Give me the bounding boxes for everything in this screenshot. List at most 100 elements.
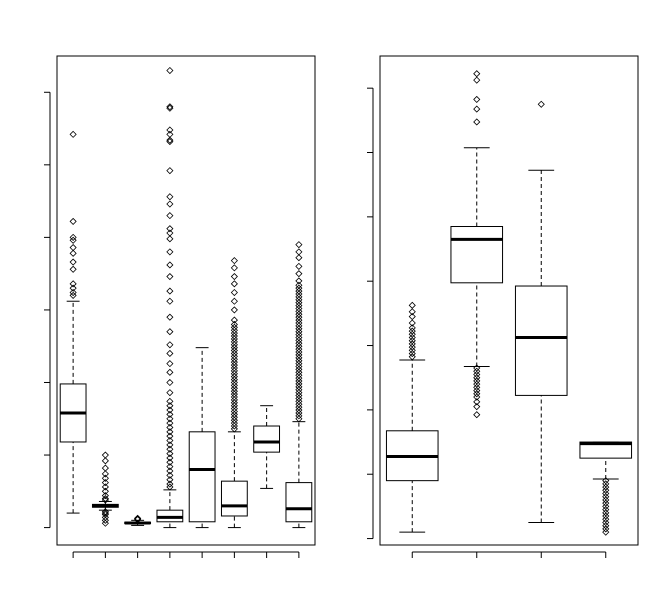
outlier-point bbox=[166, 126, 174, 134]
outlier-point bbox=[295, 368, 303, 376]
outlier-point bbox=[295, 339, 303, 347]
outlier-point bbox=[69, 265, 77, 273]
outlier-point bbox=[166, 261, 174, 269]
outlier-point bbox=[166, 450, 174, 458]
outlier-point bbox=[295, 287, 303, 295]
outlier-point bbox=[230, 257, 238, 265]
outlier-point bbox=[295, 362, 303, 371]
outlier-point bbox=[602, 512, 610, 520]
outlier-point bbox=[295, 365, 303, 373]
outlier-point bbox=[295, 302, 303, 310]
outlier-point bbox=[101, 519, 109, 527]
outlier-point bbox=[230, 288, 238, 297]
outlier-point bbox=[230, 376, 238, 384]
box-no100 bbox=[450, 70, 504, 558]
outlier-point bbox=[69, 258, 77, 266]
outlier-point bbox=[295, 391, 303, 400]
outlier-point bbox=[295, 342, 303, 350]
outlier-point bbox=[295, 336, 303, 344]
outlier-point bbox=[69, 233, 77, 241]
box-bd bbox=[91, 451, 119, 558]
outlier-point bbox=[166, 248, 174, 256]
outlier-point bbox=[101, 487, 109, 495]
outlier-point bbox=[473, 387, 481, 395]
outlier-point bbox=[473, 364, 481, 372]
outlier-point bbox=[230, 413, 238, 421]
outlier-point bbox=[166, 402, 174, 410]
outlier-point bbox=[295, 383, 303, 391]
outlier-point bbox=[295, 328, 303, 336]
outlier-point bbox=[602, 483, 610, 491]
outlier-point bbox=[230, 326, 238, 334]
outlier-point bbox=[537, 100, 545, 108]
outlier-point bbox=[166, 454, 174, 462]
outlier-point bbox=[295, 299, 303, 307]
outlier-point bbox=[473, 398, 481, 406]
outlier-point bbox=[602, 477, 610, 485]
iqr-box bbox=[285, 482, 313, 523]
outlier-point bbox=[166, 368, 174, 376]
outlier-point bbox=[230, 346, 238, 355]
outlier-point bbox=[408, 313, 416, 321]
outlier-point bbox=[295, 277, 303, 285]
outlier-point bbox=[166, 341, 174, 349]
outlier-point bbox=[166, 471, 174, 479]
outlier-point bbox=[295, 415, 303, 423]
outlier-point bbox=[602, 515, 610, 523]
outlier-point bbox=[69, 280, 77, 288]
outlier-point bbox=[602, 502, 610, 510]
outlier-point bbox=[166, 287, 174, 295]
outlier-point bbox=[230, 396, 238, 404]
outlier-point bbox=[166, 463, 174, 471]
outlier-point bbox=[230, 402, 238, 410]
outlier-point bbox=[230, 378, 238, 387]
iqr-box bbox=[220, 480, 248, 517]
outlier-point bbox=[408, 319, 416, 327]
outlier-point bbox=[230, 373, 238, 381]
outlier-point bbox=[230, 390, 238, 398]
outlier-point bbox=[295, 354, 303, 362]
outlier-point bbox=[230, 364, 238, 372]
outlier-point bbox=[408, 308, 416, 316]
outlier-point bbox=[230, 280, 238, 288]
outlier-point bbox=[166, 483, 174, 491]
outlier-point bbox=[230, 272, 238, 281]
outlier-point bbox=[101, 474, 109, 482]
outlier-point bbox=[166, 229, 174, 237]
outlier-point bbox=[166, 458, 174, 466]
box-ph bbox=[253, 405, 281, 558]
outlier-point bbox=[295, 397, 303, 405]
outlier-point bbox=[295, 322, 303, 330]
outlier-point bbox=[101, 464, 109, 472]
outlier-point bbox=[408, 343, 416, 351]
outlier-point bbox=[230, 419, 238, 427]
outlier-point bbox=[295, 360, 303, 368]
outlier-point bbox=[473, 367, 481, 375]
outlier-point bbox=[166, 136, 174, 144]
outlier-point bbox=[295, 290, 303, 298]
outlier-point bbox=[473, 105, 481, 113]
box-om bbox=[156, 66, 184, 558]
outlier-point bbox=[230, 306, 238, 314]
outlier-point bbox=[473, 380, 481, 388]
outlier-point bbox=[473, 76, 481, 84]
outlier-point bbox=[166, 235, 174, 243]
outlier-point bbox=[295, 386, 303, 394]
outlier-point bbox=[230, 358, 238, 366]
outlier-point bbox=[69, 291, 77, 299]
outlier-point bbox=[295, 313, 303, 321]
box-ord bbox=[188, 347, 216, 558]
outlier-point bbox=[166, 297, 174, 305]
outlier-point bbox=[230, 407, 238, 416]
outlier-point bbox=[602, 489, 610, 498]
outlier-point bbox=[230, 399, 238, 407]
outlier-point bbox=[295, 293, 303, 301]
outlier-point bbox=[295, 374, 303, 382]
plot-frame bbox=[379, 55, 639, 546]
outlier-point bbox=[408, 353, 416, 361]
outlier-point bbox=[230, 349, 238, 358]
outlier-point bbox=[230, 332, 238, 340]
box-clay bbox=[385, 301, 439, 558]
iqr-box bbox=[450, 226, 504, 284]
